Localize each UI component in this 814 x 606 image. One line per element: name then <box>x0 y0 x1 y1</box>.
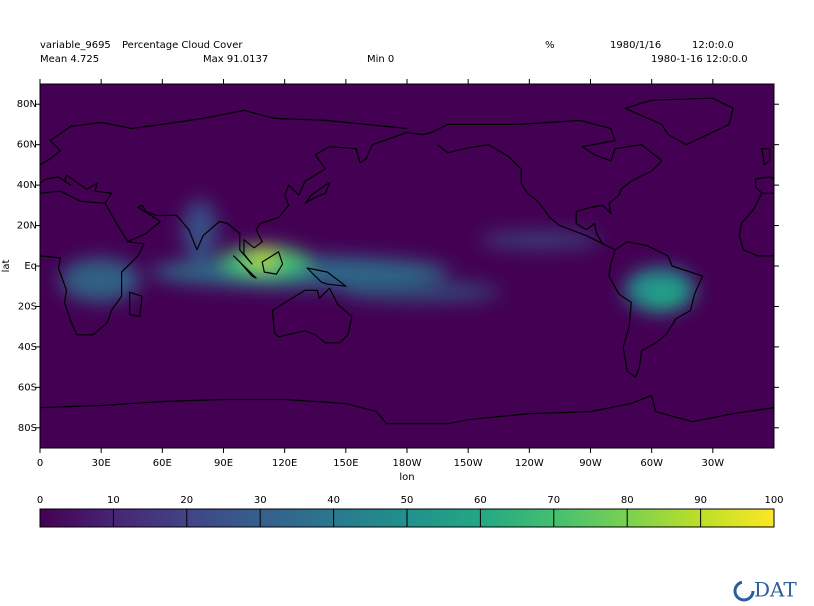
y-tick-label: 20S <box>18 301 37 312</box>
colorbar-tick-label: 50 <box>401 495 414 506</box>
x-tick-label: 60E <box>153 458 172 469</box>
logo-icon <box>733 580 755 602</box>
coastlines <box>40 97 774 425</box>
field <box>40 84 774 448</box>
colorbar-tick-label: 40 <box>327 495 340 506</box>
coastline <box>755 176 774 194</box>
x-tick-label: 60W <box>640 458 663 469</box>
x-axis-label: lon <box>399 472 414 483</box>
coastline <box>271 287 353 344</box>
coastline <box>40 203 145 336</box>
x-tick-label: 180W <box>393 458 422 469</box>
datetime: 1980-1-16 12:0:0.0 <box>651 54 748 65</box>
coastline <box>129 291 143 318</box>
colorbar-tick-label: 80 <box>621 495 634 506</box>
colorbar-tick-label: 0 <box>37 495 43 506</box>
x-tick-label: 120W <box>515 458 544 469</box>
coastline <box>738 192 774 257</box>
x-tick-label: 0 <box>37 458 43 469</box>
y-tick-label: Eq <box>24 261 37 272</box>
mean: Mean 4.725 <box>40 54 99 65</box>
y-tick-label: 80S <box>18 423 37 434</box>
units: % <box>545 40 555 51</box>
colorbar-tick-label: 100 <box>764 495 783 506</box>
long-name: Percentage Cloud Cover <box>122 40 243 51</box>
y-tick-label: 20N <box>17 221 37 232</box>
colorbar-tick-label: 60 <box>474 495 487 506</box>
variable-name: variable_9695 <box>40 40 111 51</box>
coastline <box>40 174 112 204</box>
cloud-field <box>60 200 695 312</box>
x-tick-label: 90W <box>579 458 602 469</box>
x-tick-label: 150W <box>454 458 483 469</box>
y-tick-label: 60N <box>17 140 37 151</box>
min: Min 0 <box>367 54 394 65</box>
x-tick-label: 120E <box>272 458 297 469</box>
y-axis-label: lat <box>1 260 12 273</box>
coastline <box>40 394 774 425</box>
coastline <box>233 255 257 279</box>
time: 12:0:0.0 <box>692 40 734 51</box>
x-tick-label: 30E <box>92 458 111 469</box>
logo: DAT <box>733 578 797 602</box>
colorbar-tick-label: 20 <box>180 495 193 506</box>
coastline <box>40 109 407 166</box>
x-tick-label: 150E <box>333 458 358 469</box>
colorbar-tick-label: 70 <box>547 495 560 506</box>
coastline <box>304 182 331 204</box>
coastline <box>624 97 734 146</box>
max: Max 91.0137 <box>203 54 268 65</box>
colorbar-tick-label: 90 <box>694 495 707 506</box>
logo-text: DAT <box>754 578 797 602</box>
y-tick-label: 80N <box>17 99 37 110</box>
date: 1980/1/16 <box>610 40 661 51</box>
colorbar-tick-label: 30 <box>254 495 267 506</box>
x-tick-label: 90E <box>214 458 233 469</box>
coastline <box>306 267 347 287</box>
coastline <box>761 148 771 166</box>
coastline <box>406 119 704 378</box>
colorbar-tick-label: 10 <box>107 495 120 506</box>
y-tick-label: 60S <box>18 382 37 393</box>
coastline <box>261 251 284 275</box>
coastline <box>127 131 408 265</box>
y-tick-label: 40S <box>18 342 37 353</box>
y-tick-label: 40N <box>17 180 37 191</box>
x-tick-label: 30W <box>702 458 725 469</box>
